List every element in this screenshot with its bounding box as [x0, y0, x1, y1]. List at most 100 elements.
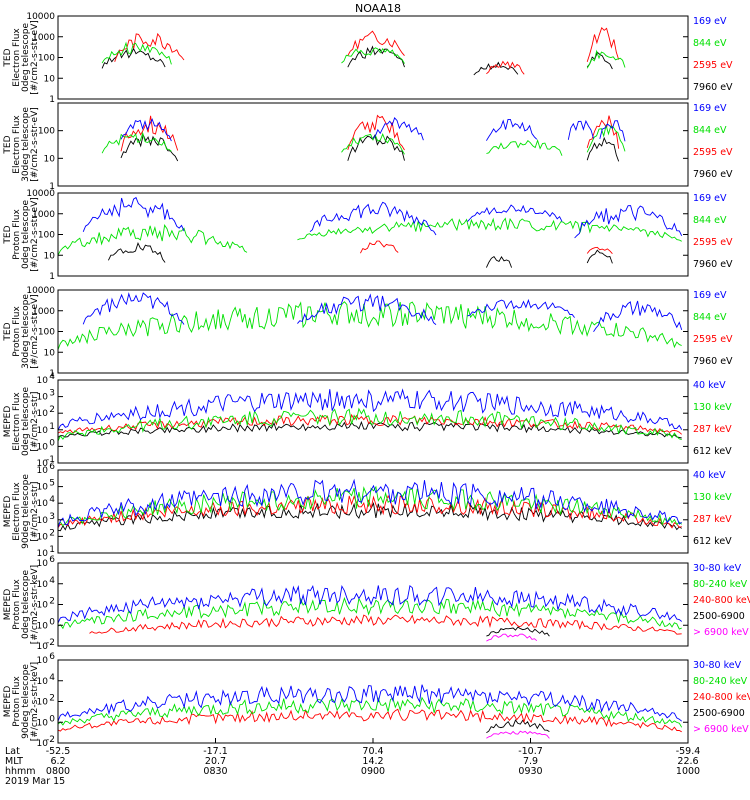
- trace-p5-612-kev-1: [57, 420, 682, 439]
- footer-value: -52.5: [46, 746, 71, 757]
- y-axis-label-line: Proton Flux: [12, 306, 22, 357]
- legend-entry: 80-240 keV: [693, 579, 748, 590]
- trace-p7--6900-kev-1: [486, 633, 538, 642]
- y-axis-label-line: 0deg telescope: [21, 387, 31, 457]
- legend-entry: 7960 eV: [693, 169, 733, 180]
- trace-p7-30-80-kev-1: [57, 584, 682, 624]
- trace-p8-240-800-kev-1: [57, 708, 682, 733]
- footer-value: 14.2: [362, 756, 383, 767]
- y-tick-label: 10: [37, 426, 49, 436]
- legend-entry: > 6900 keV: [693, 627, 749, 638]
- trace-p4-169-ev-4: [593, 300, 683, 332]
- trace-p2-169-ev-3: [486, 118, 538, 141]
- footer-value: 70.4: [362, 746, 383, 757]
- legend-entry: 2595 eV: [693, 237, 733, 248]
- footer-value: 0800: [46, 766, 70, 777]
- y-tick-label: 1000: [32, 307, 55, 317]
- trace-p3-169-ev-2: [309, 201, 437, 236]
- y-tick-label: 1000: [32, 33, 55, 43]
- y-tick-exponent: 4: [49, 576, 55, 586]
- legend-entry: 169 eV: [693, 193, 727, 204]
- panel-frame: [57, 379, 689, 464]
- legend-entry: 844 eV: [693, 215, 727, 226]
- y-tick-label: 10: [44, 251, 56, 261]
- y-tick-exponent: 6: [49, 462, 55, 472]
- y-tick-exponent: 4: [49, 372, 55, 382]
- trace-p5-287-kev-1: [57, 413, 682, 435]
- legend-entry: 7960 eV: [693, 356, 733, 367]
- trace-p3-2595-ev-2: [586, 246, 613, 254]
- y-tick-label: 1: [49, 182, 55, 192]
- legend-entry: 2500-6900: [693, 708, 745, 719]
- legend-entry: 80-240 keV: [693, 676, 748, 687]
- trace-p8-80-240-kev-1: [57, 696, 683, 728]
- y-tick-exponent: 2: [49, 405, 55, 415]
- y-tick-label: 10: [37, 601, 49, 611]
- trace-p5-130-kev-1: [57, 407, 682, 442]
- legend-entry: 2500-6900: [693, 611, 745, 622]
- y-axis-label-line: MEPED: [3, 686, 13, 718]
- footer-value: 0830: [203, 766, 227, 777]
- trace-p2-2595-ev-3: [586, 115, 620, 149]
- legend-entry: 169 eV: [693, 290, 727, 301]
- legend-entry: 2595 eV: [693, 60, 733, 71]
- y-tick-label: 10000: [26, 286, 55, 296]
- legend-entry: 40 keV: [693, 380, 726, 391]
- trace-p2-844-ev-2: [341, 133, 405, 155]
- legend-entry: 169 eV: [693, 103, 727, 114]
- trace-p2-169-ev-1: [120, 118, 172, 142]
- panel-1: 10000 1000 100 10 1 TED Electron Flux 0deg tele…: [3, 12, 733, 105]
- y-tick-label: 10: [37, 642, 49, 652]
- y-axis-label-line: TED: [3, 135, 13, 154]
- legend-entry: 2595 eV: [693, 334, 733, 345]
- panel-3: 10000 1000 100 10 1 TED Proton Flux 0deg telesc…: [3, 189, 733, 282]
- trace-p2-2595-ev-1: [120, 115, 179, 152]
- legend-entry: 2595 eV: [693, 147, 733, 158]
- trace-p1-844-ev-1: [101, 41, 172, 65]
- legend-entry: 612 keV: [693, 536, 732, 547]
- y-tick-label: 10: [37, 442, 49, 452]
- trace-p3-7960-ev-1: [107, 241, 166, 263]
- y-tick-label: 10: [44, 74, 56, 84]
- trace-p1-2595-ev-2: [347, 30, 405, 56]
- y-tick-exponent: 4: [49, 673, 55, 683]
- trace-p4-169-ev-1: [82, 292, 185, 325]
- y-axis-label-line: 90deg telescope: [21, 474, 31, 549]
- y-axis-label-line: [#/cm2-s-str]: [30, 391, 40, 451]
- y-axis-label-line: [#/cm2-s-str-eV]: [30, 20, 40, 95]
- y-axis-label-line: 30deg telescope: [21, 294, 31, 369]
- y-tick-label: 10: [37, 409, 49, 419]
- legend-entry: 844 eV: [693, 312, 727, 323]
- trace-p3-169-ev-3: [467, 204, 563, 222]
- y-axis-label-line: [#/cm2-s-str]: [30, 481, 40, 541]
- y-axis-label-line: 0deg telescope: [21, 23, 31, 93]
- y-axis-label-line: [#/cm2-s-str-keV]: [30, 565, 40, 644]
- y-tick-exponent: 0: [49, 714, 55, 724]
- trace-p1-2595-ev-3: [486, 60, 525, 75]
- y-tick-exponent: 4: [49, 495, 55, 505]
- y-tick-exponent: -1: [46, 455, 55, 465]
- y-axis-label-line: Electron Flux: [12, 482, 22, 541]
- trace-p7-2500-6900-1: [486, 626, 550, 637]
- y-axis-label-line: Electron Flux: [12, 115, 22, 174]
- trace-p8-30-80-kev-1: [57, 684, 682, 722]
- y-tick-exponent: -2: [46, 735, 55, 745]
- y-tick-exponent: 2: [49, 528, 55, 538]
- footer-value: 0930: [518, 766, 542, 777]
- trace-p3-169-ev-1: [82, 196, 185, 232]
- y-tick-label: 10: [37, 459, 49, 469]
- y-tick-label: 100: [38, 54, 55, 64]
- trace-p2-7960-ev-2: [347, 134, 405, 161]
- y-tick-exponent: 0: [49, 438, 55, 448]
- y-tick-exponent: 1: [49, 545, 55, 555]
- y-axis-label-line: Proton Flux: [12, 209, 22, 260]
- y-tick-label: 10: [37, 532, 49, 542]
- footer-value: 22.6: [677, 756, 698, 767]
- legend-entry: 7960 eV: [693, 259, 733, 270]
- legend-entry: > 6900 keV: [693, 724, 749, 735]
- trace-p6-287-kev-1: [57, 494, 682, 529]
- trace-p2-169-ev-4: [567, 119, 594, 140]
